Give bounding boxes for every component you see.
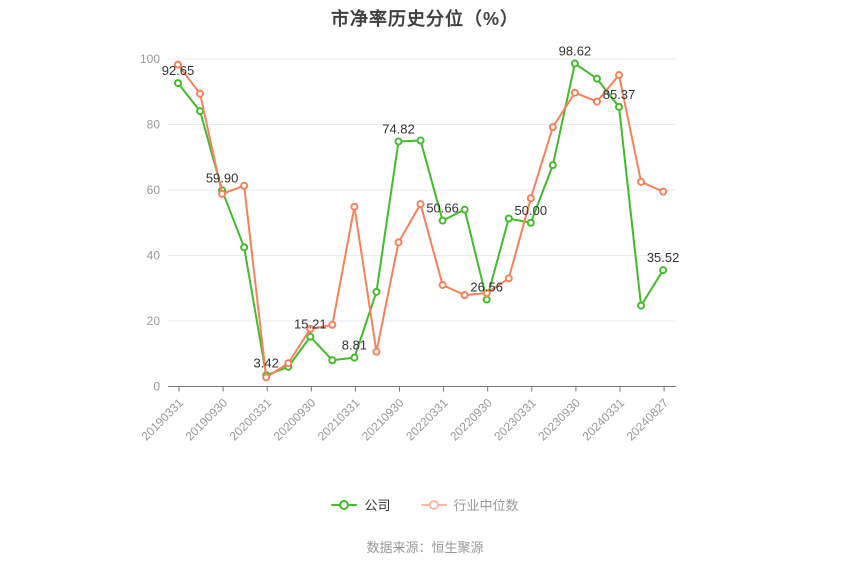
data-point-company[interactable]: [526, 218, 535, 227]
data-point-company[interactable]: [570, 59, 579, 68]
data-point-industry-median[interactable]: [328, 320, 337, 329]
data-point-value-label: 59.90: [206, 170, 239, 185]
series-line-industry-median: [177, 63, 665, 379]
data-point-company[interactable]: [174, 79, 182, 88]
data-point-company[interactable]: [306, 332, 315, 341]
series-line-company: [177, 62, 665, 377]
data-point-value-label: 35.52: [647, 250, 680, 265]
x-axis-date-label: 20230930: [535, 395, 583, 443]
industry-median-series-marker-icon: [420, 499, 447, 511]
y-axis-tick-label: 100: [140, 52, 160, 66]
data-point-company[interactable]: [615, 102, 623, 111]
y-axis-tick-label: 60: [147, 183, 161, 197]
data-point-industry-median[interactable]: [637, 177, 646, 186]
data-point-industry-median[interactable]: [218, 189, 227, 198]
data-point-industry-median[interactable]: [262, 373, 271, 382]
data-point-company[interactable]: [240, 243, 249, 252]
data-point-company[interactable]: [372, 287, 381, 296]
data-point-industry-median[interactable]: [548, 123, 557, 132]
data-point-industry-median[interactable]: [306, 324, 315, 333]
data-point-industry-median[interactable]: [394, 238, 403, 247]
data-point-company[interactable]: [592, 74, 601, 83]
x-axis-date-label: 20190331: [138, 395, 186, 443]
company-series-marker-icon: [331, 499, 358, 511]
data-point-company[interactable]: [482, 295, 491, 304]
data-point-industry-median[interactable]: [526, 194, 535, 203]
data-point-industry-median[interactable]: [460, 291, 469, 300]
data-point-value-label: 92.65: [162, 63, 195, 78]
y-axis-tick-label: 40: [147, 249, 161, 263]
data-point-value-label: 98.62: [559, 44, 592, 59]
x-axis-date-label: 20210331: [315, 395, 363, 443]
data-point-company[interactable]: [196, 107, 205, 116]
data-point-company[interactable]: [504, 214, 513, 223]
x-axis-date-label: 20240827: [624, 395, 672, 443]
data-point-industry-median[interactable]: [659, 187, 668, 196]
data-point-company[interactable]: [659, 266, 668, 275]
legend: 公司 行业中位数: [0, 495, 850, 514]
chart-title: 市净率历史分位（%）: [330, 9, 519, 29]
data-point-company[interactable]: [416, 136, 425, 145]
data-point-industry-median[interactable]: [196, 89, 205, 98]
y-axis-tick-label: 20: [147, 314, 161, 328]
data-point-company[interactable]: [328, 356, 337, 365]
data-point-industry-median[interactable]: [615, 71, 623, 80]
data-source-note: 数据来源：恒生聚源: [366, 540, 484, 555]
data-point-industry-median[interactable]: [284, 359, 293, 368]
data-point-company[interactable]: [394, 137, 403, 146]
data-point-industry-median[interactable]: [504, 274, 513, 283]
x-axis-date-label: 20210930: [359, 395, 407, 443]
x-axis-date-label: 20190930: [183, 395, 231, 443]
data-point-industry-median[interactable]: [438, 280, 447, 289]
data-point-company[interactable]: [438, 216, 447, 225]
data-point-value-label: 50.66: [426, 201, 459, 216]
data-point-industry-median[interactable]: [482, 289, 491, 298]
line-chart-canvas: 0 20 40 60 80 100 2019033120190930202003312020…: [138, 44, 680, 444]
data-point-company[interactable]: [350, 353, 359, 362]
data-point-company[interactable]: [637, 301, 646, 310]
legend-item-company[interactable]: 公司: [331, 495, 391, 514]
data-point-industry-median[interactable]: [372, 347, 381, 356]
data-point-industry-median[interactable]: [570, 88, 579, 97]
data-point-industry-median[interactable]: [174, 60, 182, 69]
legend-label-company: 公司: [364, 498, 391, 513]
x-axis-date-label: 20220331: [403, 395, 451, 443]
data-point-value-label: 85.37: [603, 87, 636, 102]
data-point-value-label: 74.82: [382, 121, 415, 136]
y-axis-tick-label: 80: [147, 118, 161, 132]
data-point-industry-median[interactable]: [592, 97, 601, 106]
x-axis-date-label: 20230331: [491, 395, 539, 443]
x-axis-date-label: 20220930: [447, 395, 495, 443]
data-point-value-label: 26.56: [470, 280, 503, 295]
y-axis-tick-label: 0: [153, 380, 160, 394]
legend-label-industry-median: 行业中位数: [453, 498, 519, 513]
data-point-industry-median[interactable]: [350, 202, 359, 211]
data-point-value-label: 50.00: [515, 203, 548, 218]
x-axis-date-label: 20200331: [227, 395, 275, 443]
data-point-company[interactable]: [548, 161, 557, 170]
x-axis-date-label: 20240331: [579, 395, 627, 443]
data-point-industry-median[interactable]: [240, 181, 249, 190]
data-point-company[interactable]: [460, 205, 469, 214]
data-point-value-label: 8.81: [342, 338, 367, 353]
data-point-value-label: 15.21: [294, 317, 327, 332]
data-point-industry-median[interactable]: [416, 200, 425, 209]
data-point-value-label: 3.42: [254, 355, 279, 370]
x-axis-date-label: 20200930: [271, 395, 319, 443]
legend-item-industry-median[interactable]: 行业中位数: [420, 495, 519, 514]
